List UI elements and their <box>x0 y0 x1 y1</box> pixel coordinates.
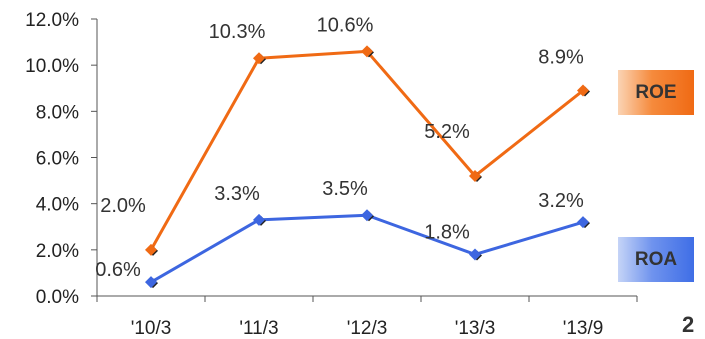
legend-roa-label: ROA <box>634 248 678 270</box>
marker-roa <box>361 209 373 222</box>
x-tick-label: '10/3 <box>131 318 172 339</box>
marker-roe <box>145 243 157 256</box>
data-label-roe: 2.0% <box>100 195 146 217</box>
x-tick-label: '12/3 <box>347 318 388 339</box>
marker-roa <box>145 276 157 289</box>
series-layer <box>145 45 590 289</box>
x-tick-labels: '10/3 '11/3 '12/3 '13/3 '13/9 <box>131 318 604 339</box>
x-tick-label: '13/9 <box>563 318 604 339</box>
marker-roa <box>577 216 589 229</box>
page-number: 2 <box>682 312 695 337</box>
legend-roe-label: ROE <box>635 81 677 103</box>
x-tick-label: '11/3 <box>239 318 278 339</box>
marker-roa <box>469 248 481 261</box>
y-tick-label: 4.0% <box>36 195 79 216</box>
marker-roa <box>253 213 265 226</box>
data-label-roe: 10.6% <box>317 14 374 36</box>
marker-roe <box>469 169 481 182</box>
data-label-roa: 3.5% <box>322 178 368 200</box>
data-label-roa: 0.6% <box>95 259 141 281</box>
data-label-roa: 1.8% <box>424 221 470 243</box>
data-label-roe: 10.3% <box>209 21 266 43</box>
data-label-layer: 2.0% 10.3% 10.6% 5.2% 8.9% 0.6% 3.3% 3.5% 1.8% 3.… <box>95 14 584 281</box>
data-label-roa: 3.3% <box>214 183 260 205</box>
y-tick-label: 10.0% <box>25 56 79 77</box>
marker-roe <box>253 52 265 65</box>
y-tick-labels: 0.0% 2.0% 4.0% 6.0% 8.0% 10.0% 12.0% <box>25 10 79 308</box>
series-line-roa <box>150 213 584 284</box>
y-tick-label: 6.0% <box>36 149 79 170</box>
marker-roe <box>577 84 589 97</box>
y-tick-label: 12.0% <box>25 10 79 31</box>
marker-roe <box>361 45 373 58</box>
legend-roe: ROE <box>618 70 694 115</box>
legend-roa: ROA <box>618 237 694 282</box>
data-label-roe: 5.2% <box>424 121 470 143</box>
y-tick-label: 8.0% <box>36 102 79 123</box>
x-tick-label: '13/3 <box>455 318 496 339</box>
y-tick-label: 2.0% <box>36 241 79 262</box>
data-label-roa: 3.2% <box>538 190 584 212</box>
data-label-roe: 8.9% <box>538 47 584 69</box>
y-tick-label: 0.0% <box>36 287 79 308</box>
axes <box>91 18 638 302</box>
